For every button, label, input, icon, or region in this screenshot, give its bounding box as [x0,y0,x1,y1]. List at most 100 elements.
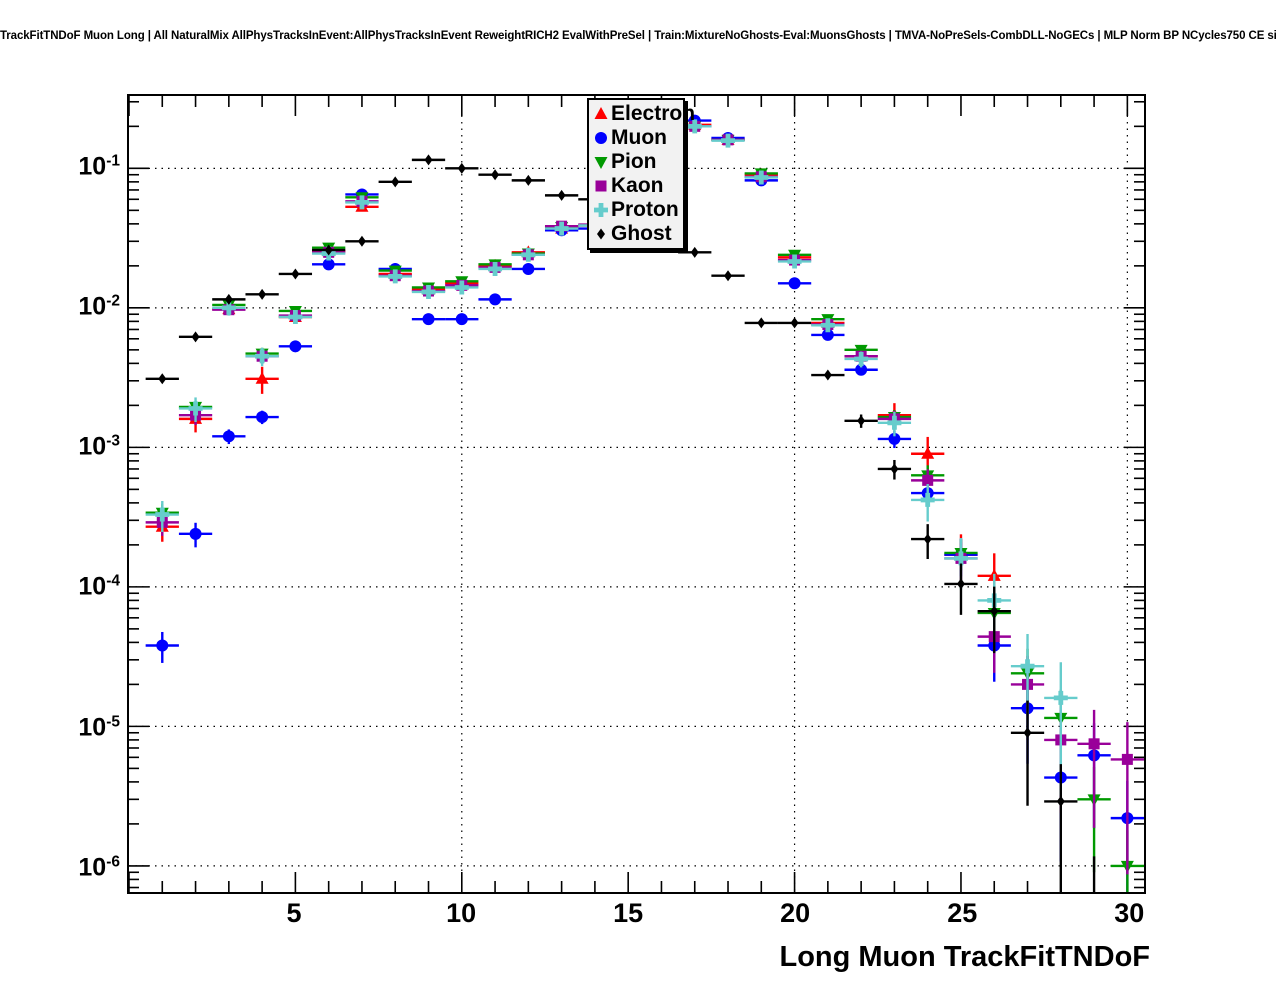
marker-circle [422,313,435,326]
marker-cross [288,309,303,324]
marker-diamond [823,369,832,381]
circle-icon [592,128,610,148]
marker-diamond [1093,891,1095,892]
legend-label: Electron [611,102,696,125]
legend-label: Muon [611,126,667,149]
marker-diamond [424,154,433,166]
marker-circle [455,313,468,326]
marker-cross [721,133,736,148]
square-icon [592,176,610,196]
y-tick-label--2: 10-2 [78,292,120,321]
marker-circle [222,430,235,443]
marker-diamond [224,293,233,305]
marker-cross [155,507,170,522]
marker-diamond [1023,727,1032,739]
marker-cross [1020,659,1035,674]
y-axis-labels: 10-1 10-2 10-3 10-4 10-5 10-6 [0,94,120,894]
marker-diamond [158,373,167,385]
marker-cross [687,119,702,134]
marker-circle [289,340,302,353]
marker-circle [888,432,901,445]
marker-diamond [457,162,466,174]
marker-diamond [923,533,932,545]
marker-cross [521,247,536,262]
y-tick-label--1: 10-1 [78,152,120,181]
legend-label: Ghost [611,222,672,245]
x-axis-labels: 5 10 15 20 25 30 [127,898,1146,942]
marker-diamond [956,578,965,590]
x-tick-label-20: 20 [780,898,811,928]
marker-diamond [757,317,766,329]
marker-diamond [857,415,866,427]
series-ghost [145,154,1096,892]
marker-diamond [191,331,200,343]
marker-diamond [990,605,999,617]
marker-cross [854,351,869,366]
marker-triangle-up [594,107,608,119]
marker-diamond [1056,795,1065,807]
marker-diamond [690,246,699,258]
marker-cross [953,551,968,566]
marker-square [595,180,607,192]
marker-cross [887,415,902,430]
legend[interactable]: Electron Muon Pion Kaon Proton Ghost [587,98,695,250]
diamond-icon [592,224,610,244]
marker-cross [188,401,203,416]
marker-square [1121,753,1133,765]
marker-diamond [724,270,733,282]
y-tick-label--6: 10-6 [78,853,120,882]
marker-cross [1053,690,1068,705]
marker-diamond [357,235,366,247]
y-tick-label--5: 10-5 [78,712,120,742]
legend-item-ghost[interactable]: Ghost [589,222,683,246]
marker-cross [820,318,835,333]
marker-cross [488,261,503,276]
marker-cross [255,349,270,364]
triangle-down-icon [592,152,610,172]
marker-triangle-up [255,371,269,384]
marker-cross [754,170,769,185]
marker-circle [595,132,607,144]
marker-circle [788,277,801,290]
marker-cross [594,203,608,217]
marker-diamond [557,189,566,201]
marker-cross [554,221,569,236]
marker-diamond [391,176,400,188]
marker-square [1088,738,1100,750]
legend-item-pion[interactable]: Pion [589,150,683,174]
marker-square [922,474,934,486]
marker-cross [454,280,469,295]
marker-circle [256,411,269,424]
y-tick-label--3: 10-3 [78,432,120,461]
legend-item-proton[interactable]: Proton [589,198,683,222]
marker-diamond [258,288,267,300]
x-tick-label-15: 15 [613,898,644,928]
legend-item-electron[interactable]: Electron [589,102,695,126]
marker-cross [421,284,436,299]
legend-item-kaon[interactable]: Kaon [589,174,683,198]
marker-cross [221,300,236,315]
x-tick-label-10: 10 [446,898,477,928]
marker-diamond [291,268,300,280]
legend-item-muon[interactable]: Muon [589,126,683,150]
legend-label: Pion [611,150,657,173]
triangle-up-icon [592,104,610,124]
x-tick-label-5: 5 [286,898,302,928]
marker-circle [821,328,834,341]
marker-cross [787,254,802,269]
x-tick-label-25: 25 [947,898,978,928]
marker-triangle-down [594,157,608,169]
marker-diamond [890,463,899,475]
marker-diamond [524,174,533,186]
legend-label: Kaon [611,174,664,197]
x-axis-title: Long Muon TrackFitTNDoF [779,941,1150,973]
marker-circle [489,293,502,306]
marker-diamond [491,169,500,181]
plot-title: TrackFitTNDoF Muon Long | All NaturalMix… [0,30,1276,42]
marker-cross [388,269,403,284]
marker-circle [855,363,868,376]
marker-diamond [597,228,605,240]
marker-circle [156,639,169,652]
marker-circle [189,527,202,540]
marker-circle [322,258,335,271]
